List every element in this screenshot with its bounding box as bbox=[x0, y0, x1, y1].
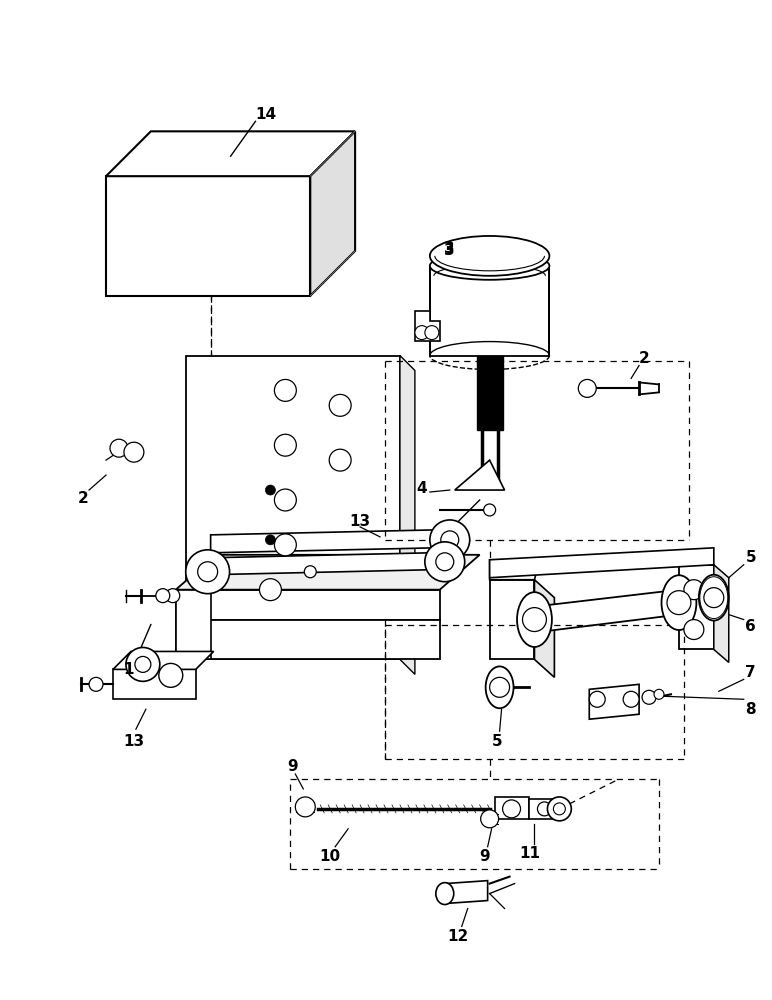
Circle shape bbox=[704, 588, 724, 608]
Circle shape bbox=[642, 690, 656, 704]
Text: 6: 6 bbox=[745, 619, 756, 634]
Text: 8: 8 bbox=[746, 702, 756, 717]
Circle shape bbox=[436, 553, 454, 571]
Polygon shape bbox=[176, 590, 440, 620]
Text: 13: 13 bbox=[350, 514, 371, 529]
Circle shape bbox=[684, 580, 704, 600]
Circle shape bbox=[186, 550, 229, 594]
Text: 10: 10 bbox=[320, 849, 340, 864]
Polygon shape bbox=[476, 356, 503, 430]
Polygon shape bbox=[495, 797, 530, 819]
Polygon shape bbox=[400, 356, 415, 674]
Circle shape bbox=[523, 608, 547, 632]
Text: 7: 7 bbox=[746, 665, 756, 680]
Ellipse shape bbox=[486, 666, 513, 708]
Polygon shape bbox=[489, 580, 534, 659]
Circle shape bbox=[554, 803, 565, 815]
Polygon shape bbox=[211, 553, 430, 575]
Text: 13: 13 bbox=[124, 734, 144, 749]
Circle shape bbox=[667, 591, 691, 615]
Polygon shape bbox=[445, 881, 488, 904]
Circle shape bbox=[159, 663, 183, 687]
Polygon shape bbox=[211, 530, 435, 553]
Circle shape bbox=[483, 504, 496, 516]
Ellipse shape bbox=[430, 252, 550, 280]
Polygon shape bbox=[106, 176, 310, 296]
Text: 9: 9 bbox=[287, 759, 298, 774]
Polygon shape bbox=[176, 590, 211, 659]
Polygon shape bbox=[113, 651, 214, 669]
Circle shape bbox=[274, 489, 296, 511]
Circle shape bbox=[274, 534, 296, 556]
Circle shape bbox=[304, 566, 317, 578]
Circle shape bbox=[259, 579, 281, 601]
Text: 9: 9 bbox=[479, 849, 490, 864]
Text: 12: 12 bbox=[447, 929, 469, 944]
Circle shape bbox=[503, 800, 520, 818]
Text: 4: 4 bbox=[417, 481, 427, 496]
Ellipse shape bbox=[430, 236, 550, 276]
Circle shape bbox=[578, 379, 596, 397]
Polygon shape bbox=[430, 266, 550, 356]
Text: 2: 2 bbox=[78, 491, 89, 506]
Circle shape bbox=[654, 689, 664, 699]
Text: 11: 11 bbox=[519, 846, 540, 861]
Circle shape bbox=[441, 531, 459, 549]
Text: 5: 5 bbox=[746, 550, 756, 565]
Circle shape bbox=[274, 379, 296, 401]
Circle shape bbox=[266, 485, 276, 495]
Circle shape bbox=[89, 677, 103, 691]
Circle shape bbox=[274, 434, 296, 456]
Polygon shape bbox=[530, 799, 560, 819]
Ellipse shape bbox=[662, 575, 696, 630]
Circle shape bbox=[537, 802, 551, 816]
Circle shape bbox=[684, 620, 704, 639]
Polygon shape bbox=[489, 560, 540, 580]
Polygon shape bbox=[310, 131, 355, 296]
Circle shape bbox=[126, 647, 160, 681]
Circle shape bbox=[589, 691, 605, 707]
Polygon shape bbox=[186, 356, 400, 659]
Circle shape bbox=[166, 589, 180, 603]
Circle shape bbox=[156, 589, 170, 603]
Circle shape bbox=[110, 439, 128, 457]
Circle shape bbox=[547, 797, 571, 821]
Ellipse shape bbox=[517, 592, 552, 647]
Polygon shape bbox=[534, 580, 554, 677]
Polygon shape bbox=[455, 460, 505, 490]
Circle shape bbox=[329, 449, 351, 471]
Polygon shape bbox=[176, 555, 479, 590]
Polygon shape bbox=[589, 684, 639, 719]
Circle shape bbox=[135, 656, 151, 672]
Circle shape bbox=[124, 442, 144, 462]
Text: 5: 5 bbox=[493, 734, 503, 749]
Polygon shape bbox=[714, 565, 729, 662]
Circle shape bbox=[266, 535, 276, 545]
Ellipse shape bbox=[699, 575, 729, 621]
Circle shape bbox=[481, 810, 499, 828]
Polygon shape bbox=[176, 620, 440, 659]
Text: 1: 1 bbox=[124, 662, 134, 677]
Circle shape bbox=[489, 677, 510, 697]
Text: 3: 3 bbox=[445, 243, 455, 258]
Polygon shape bbox=[415, 311, 440, 341]
Circle shape bbox=[415, 326, 428, 340]
Circle shape bbox=[329, 394, 351, 416]
Circle shape bbox=[296, 797, 315, 817]
Circle shape bbox=[425, 542, 465, 582]
Circle shape bbox=[198, 562, 218, 582]
Polygon shape bbox=[534, 590, 679, 633]
Text: 14: 14 bbox=[255, 107, 276, 122]
Ellipse shape bbox=[436, 883, 454, 905]
Circle shape bbox=[425, 326, 438, 340]
Text: 3: 3 bbox=[445, 241, 455, 256]
Polygon shape bbox=[106, 131, 355, 176]
Polygon shape bbox=[679, 565, 714, 649]
Polygon shape bbox=[113, 669, 195, 699]
Circle shape bbox=[623, 691, 639, 707]
Circle shape bbox=[430, 520, 469, 560]
Text: 2: 2 bbox=[638, 351, 649, 366]
Polygon shape bbox=[489, 548, 714, 578]
